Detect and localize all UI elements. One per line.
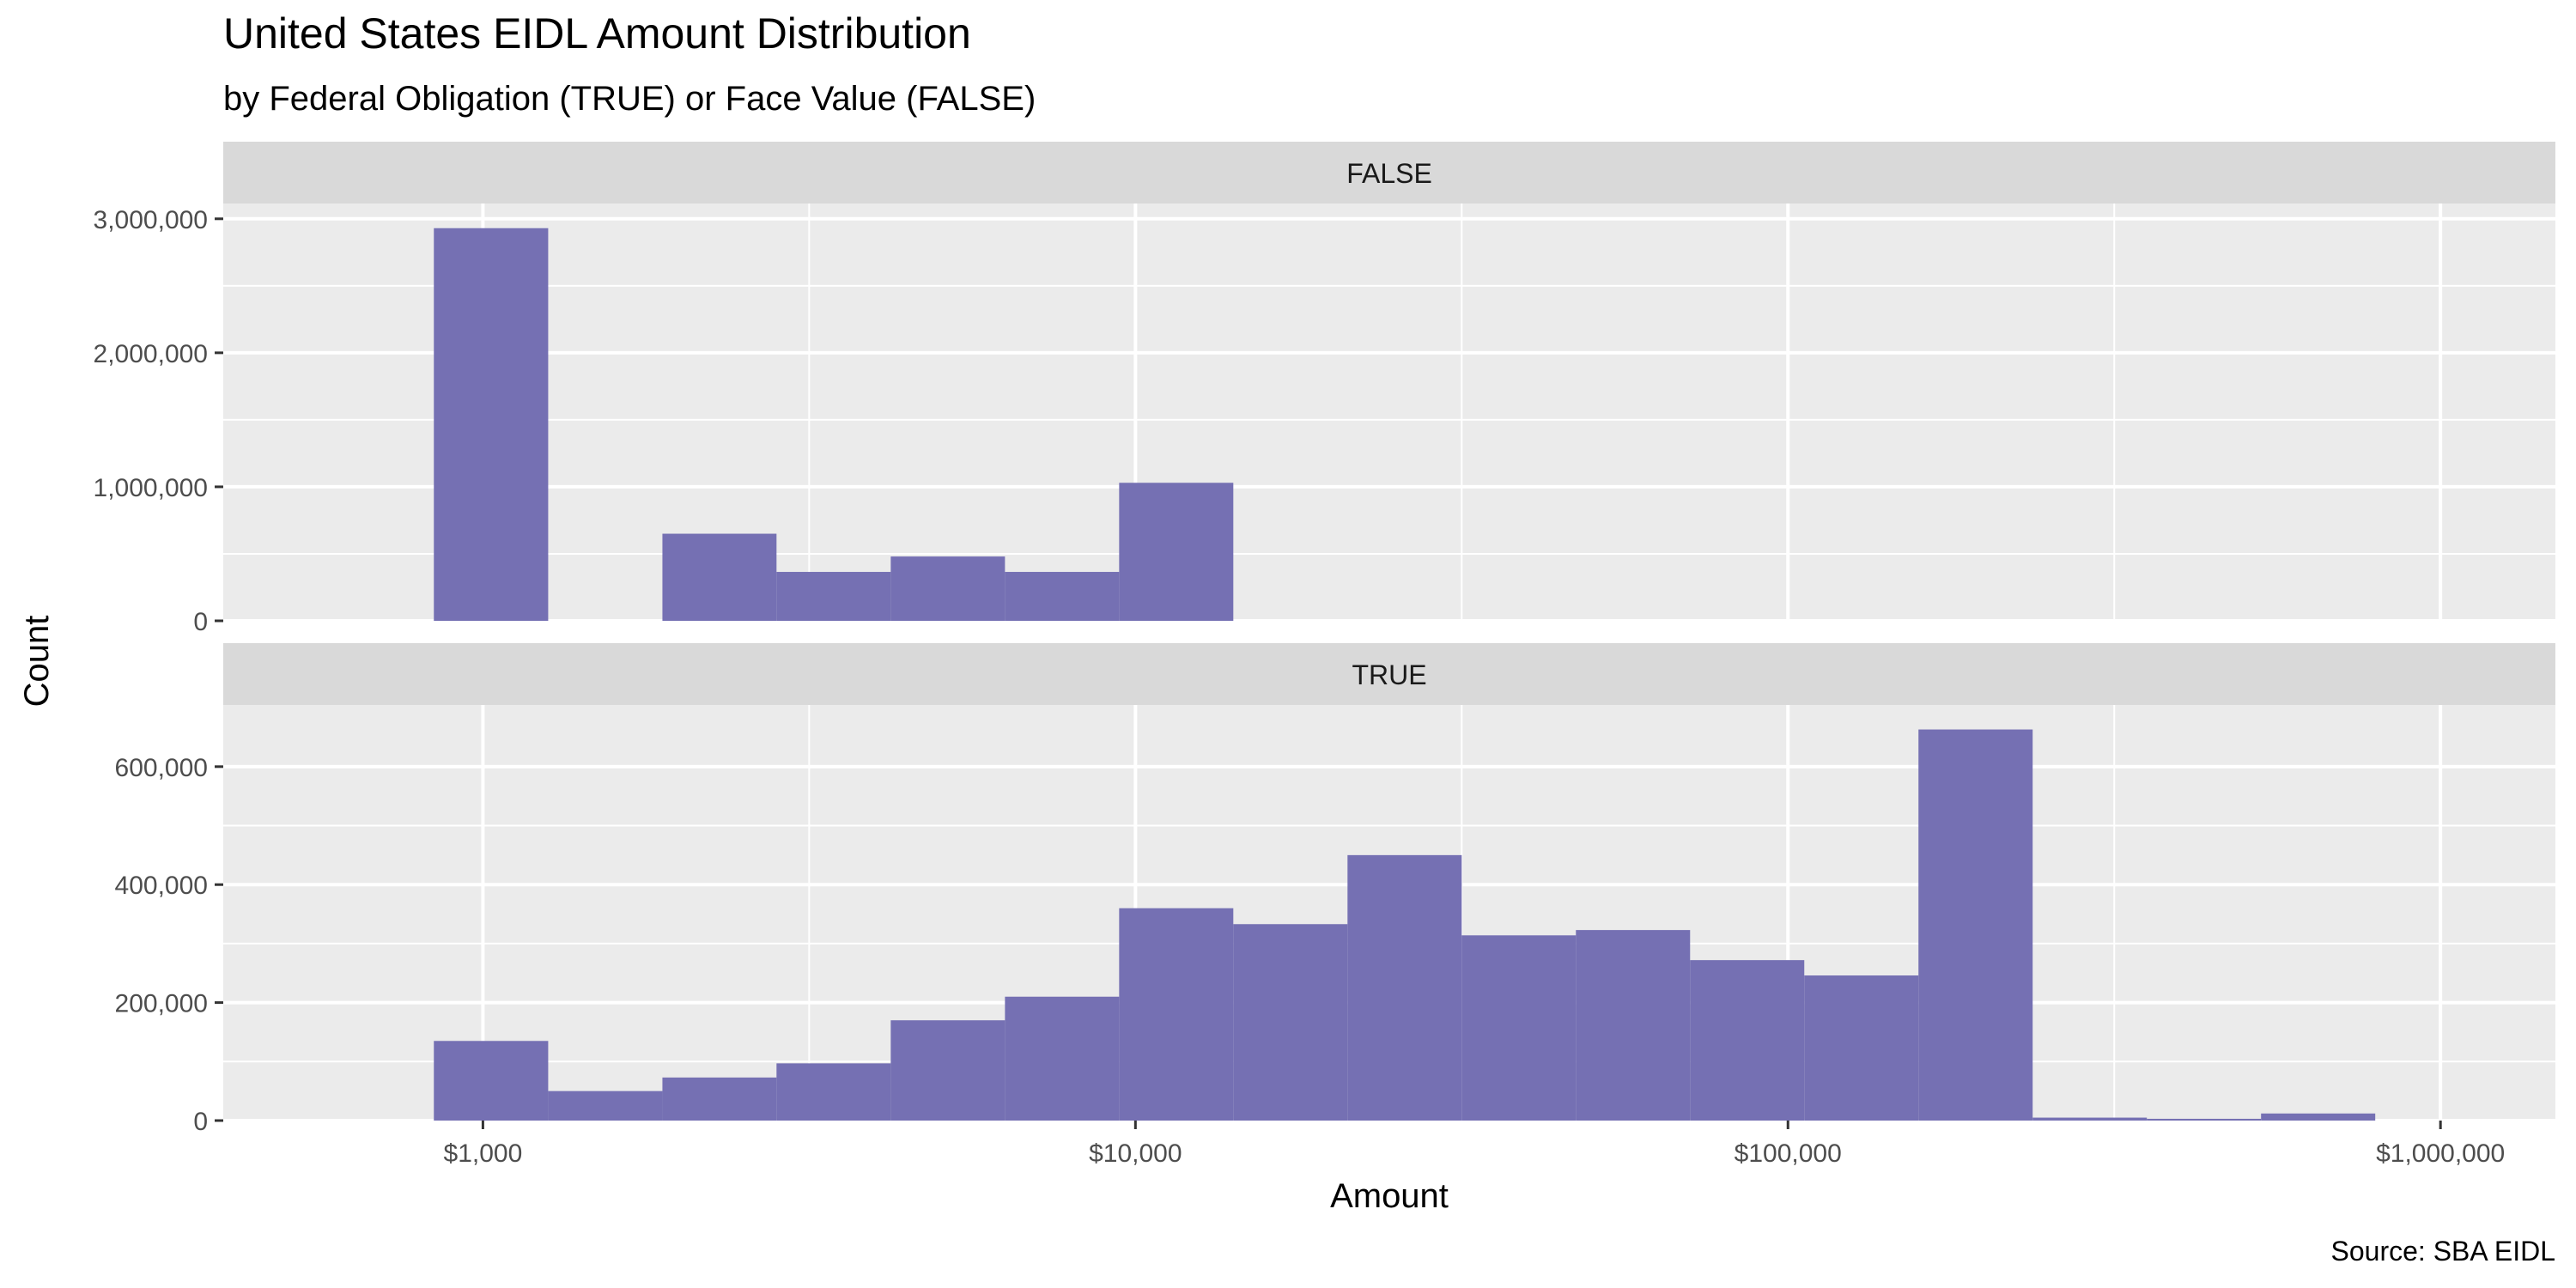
histogram-bar (776, 1063, 891, 1121)
y-tick-label: 0 (193, 1108, 208, 1136)
x-axis: $1,000 $10,000 $100,000 $1,000,000 (444, 1121, 2505, 1168)
histogram-bar (1005, 996, 1120, 1121)
y-tick-label: 600,000 (115, 754, 208, 782)
histogram-bar (662, 533, 777, 621)
y-tick-label: 2,000,000 (94, 340, 208, 368)
histogram-bar (1461, 935, 1577, 1121)
histogram-bar (2032, 1117, 2148, 1121)
histogram-bar (1119, 483, 1234, 621)
histogram-bar (434, 228, 549, 621)
histogram-bar (1690, 960, 1805, 1121)
facet-strip-label: FALSE (1346, 158, 1432, 189)
histogram-bar (890, 556, 1005, 621)
x-tick-label: $1,000,000 (2376, 1139, 2505, 1168)
histogram-bar (1005, 572, 1120, 621)
histogram-bar (1918, 729, 2033, 1121)
panel-background (223, 204, 2555, 621)
facet-panel-true: TRUE 0 200,000 400,000 600,000 (115, 643, 2555, 1136)
histogram-bar (434, 1041, 549, 1121)
y-tick-label: 200,000 (115, 990, 208, 1018)
histogram-bars (434, 729, 2376, 1121)
histogram-bar (548, 1091, 663, 1121)
histogram-bar (2147, 1118, 2262, 1121)
histogram-bar (2261, 1113, 2376, 1121)
facet-panel-false: FALSE 0 1,000,000 2,000,000 3,000,000 (94, 142, 2555, 636)
histogram-bar (1233, 924, 1348, 1121)
y-tick-label: 1,000,000 (94, 474, 208, 502)
x-tick-label: $10,000 (1089, 1139, 1182, 1168)
chart-title: United States EIDL Amount Distribution (223, 9, 971, 58)
chart-subtitle: by Federal Obligation (TRUE) or Face Val… (223, 80, 1036, 118)
histogram-bar (1804, 975, 1919, 1121)
y-tick-label: 3,000,000 (94, 206, 208, 234)
histogram-bar (776, 572, 891, 621)
histogram-bar (890, 1020, 1005, 1121)
facet-strip-label: TRUE (1352, 659, 1426, 690)
y-tick-label: 0 (193, 608, 208, 636)
y-axis-title: Count (18, 616, 56, 708)
x-tick-label: $1,000 (444, 1139, 523, 1168)
x-tick-label: $100,000 (1735, 1139, 1842, 1168)
histogram-bars (434, 228, 1234, 621)
chart-caption: Source: SBA EIDL (2331, 1236, 2555, 1267)
histogram-bar (1347, 854, 1462, 1121)
facet-panels: FALSE 0 1,000,000 2,000,000 3,000,000 TRUE 0 20… (94, 142, 2555, 1136)
facet-strip (223, 142, 2555, 204)
histogram-bar (1576, 930, 1691, 1121)
histogram-bar (662, 1077, 777, 1121)
facet-strip (223, 643, 2555, 705)
y-tick-label: 400,000 (115, 872, 208, 900)
x-axis-title: Amount (1330, 1177, 1449, 1215)
histogram-bar (1119, 908, 1234, 1121)
